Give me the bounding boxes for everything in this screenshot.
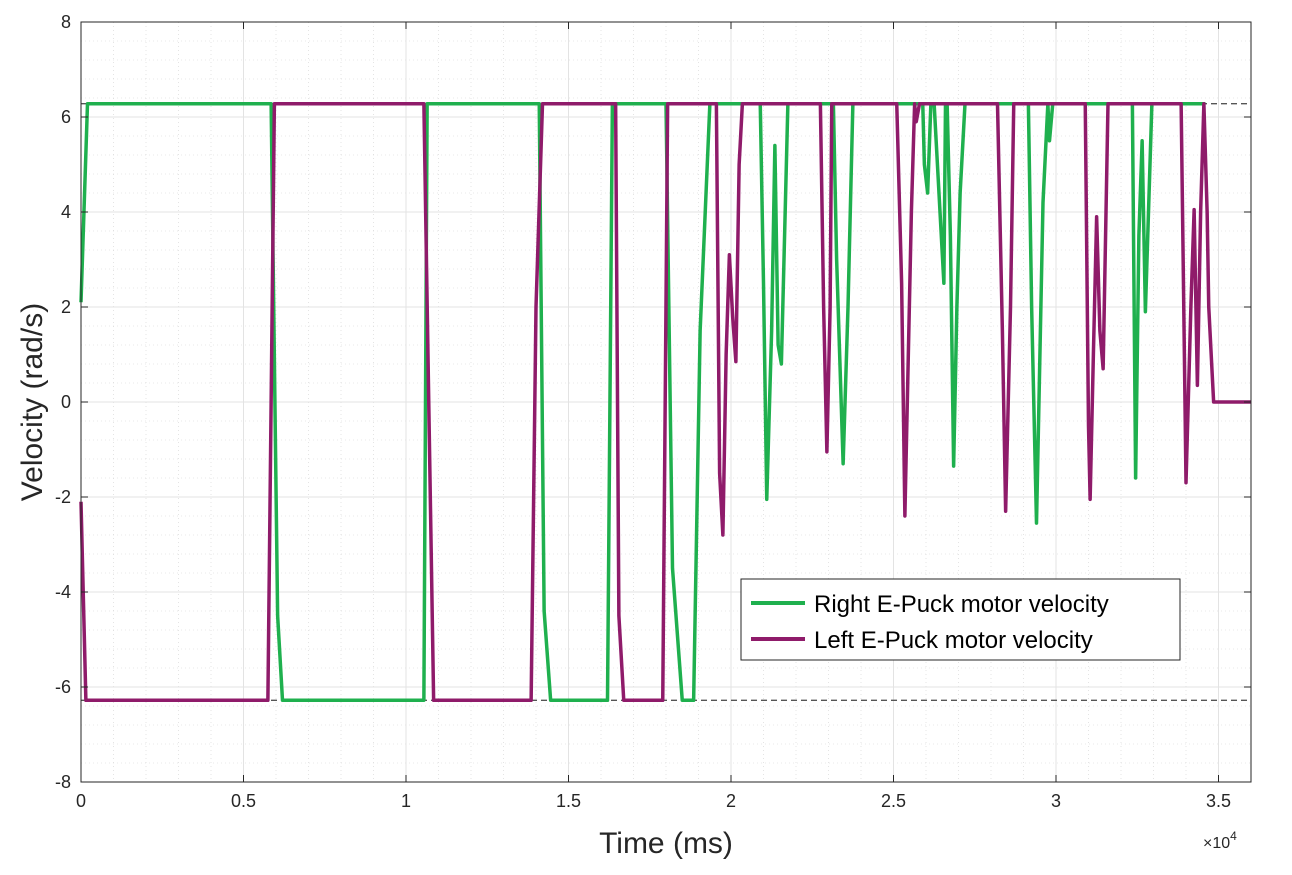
y-axis-ticks: -8 -6 -4 -2 0 2 4 6 8	[55, 12, 1251, 792]
x-tick-label: 2	[726, 791, 736, 811]
x-tick-label: 1.5	[556, 791, 581, 811]
series-line-left	[79, 101, 1251, 703]
y-tick-label: -2	[55, 487, 71, 507]
y-tick-label: -6	[55, 677, 71, 697]
series-layer	[79, 101, 1251, 703]
x-tick-label: 1	[401, 791, 411, 811]
x-tick-label: 3.5	[1206, 791, 1231, 811]
x-tick-label: 0	[76, 791, 86, 811]
legend-box	[740, 578, 1181, 661]
legend-label-right: Right E-Puck motor velocity	[814, 591, 1109, 618]
y-tick-label: 0	[61, 392, 71, 412]
x-axis-exponent-base: ×10	[1203, 835, 1230, 852]
x-axis-ticks: 0 0.5 1 1.5 2 2.5 3 3.5	[76, 22, 1231, 811]
y-tick-label: -4	[55, 582, 71, 602]
x-tick-label: 2.5	[881, 791, 906, 811]
y-tick-label: 6	[61, 107, 71, 127]
y-tick-label: 8	[61, 12, 71, 32]
y-tick-label: 2	[61, 297, 71, 317]
y-axis-label: Velocity (rad/s)	[16, 303, 49, 501]
x-tick-label: 0.5	[231, 791, 256, 811]
x-axis-exponent-power: 4	[1230, 829, 1237, 843]
x-axis-label: Time (ms)	[599, 827, 733, 860]
y-tick-label: -8	[55, 772, 71, 792]
y-tick-label: 4	[61, 202, 71, 222]
x-tick-label: 3	[1051, 791, 1061, 811]
legend: Right E-Puck motor velocity Left E-Puck …	[740, 578, 1181, 661]
legend-label-left: Left E-Puck motor velocity	[814, 627, 1093, 654]
x-axis-exponent: ×104	[1203, 829, 1237, 852]
